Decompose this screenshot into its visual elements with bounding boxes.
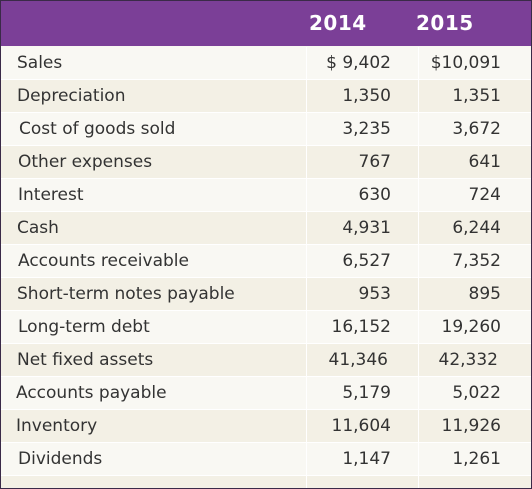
- row-label: Other expenses: [18, 152, 153, 172]
- row-label: Cost of goods sold: [19, 119, 176, 139]
- column-divider: [306, 179, 307, 211]
- column-divider: [306, 245, 307, 277]
- table-row: Accounts payable 5,179 5,022: [1, 377, 531, 410]
- table-row: Cash 4,931 6,244: [1, 212, 531, 245]
- row-label: Depreciation: [17, 86, 126, 106]
- column-divider: [418, 80, 419, 112]
- value-2015: 641: [468, 152, 501, 172]
- row-label: Sales: [17, 53, 63, 73]
- row-label: Inventory: [16, 416, 98, 436]
- table-row: Net fixed assets 41,346 42,332: [1, 344, 531, 377]
- table-row: Cost of goods sold 3,235 3,672: [1, 113, 531, 146]
- value-2014: 630: [358, 185, 391, 205]
- column-divider: [306, 476, 307, 488]
- column-divider: [418, 410, 419, 442]
- value-2015: 724: [468, 185, 501, 205]
- table-footer-band: [1, 476, 531, 488]
- value-2015: 19,260: [441, 317, 501, 337]
- row-label: Interest: [18, 185, 84, 205]
- value-2015: 6,244: [452, 218, 501, 238]
- table-row: Sales $ 9,402 $10,091: [1, 47, 531, 80]
- column-divider: [306, 47, 307, 79]
- value-2015: 11,926: [441, 416, 501, 436]
- value-2014: $ 9,402: [326, 53, 391, 73]
- value-2014: 11,604: [331, 416, 391, 436]
- value-2014: 5,179: [342, 383, 391, 403]
- table-header: 2014 2015: [1, 1, 531, 46]
- value-2014: 4,931: [342, 218, 391, 238]
- column-divider: [418, 443, 419, 475]
- column-divider: [418, 47, 419, 79]
- column-divider: [306, 410, 307, 442]
- value-2014: 767: [358, 152, 391, 172]
- column-divider: [306, 377, 307, 409]
- column-divider: [306, 311, 307, 343]
- row-label: Short-term notes payable: [17, 284, 235, 304]
- value-2015: 42,332: [438, 350, 498, 370]
- value-2014: 1,147: [342, 449, 391, 469]
- value-2015: 1,261: [452, 449, 501, 469]
- column-divider: [418, 311, 419, 343]
- table-row: Dividends 1,147 1,261: [1, 443, 531, 476]
- row-label: Accounts receivable: [18, 251, 189, 271]
- column-divider: [306, 80, 307, 112]
- column-divider: [418, 179, 419, 211]
- row-label: Long-term debt: [18, 317, 150, 337]
- row-label: Dividends: [18, 449, 103, 469]
- row-label: Net fixed assets: [17, 350, 154, 370]
- value-2015: 3,672: [452, 119, 501, 139]
- column-divider: [418, 146, 419, 178]
- column-divider: [306, 212, 307, 244]
- table-row: Interest 630 724: [1, 179, 531, 212]
- column-divider: [306, 278, 307, 310]
- row-label: Accounts payable: [16, 383, 167, 403]
- table-row: Long-term debt 16,152 19,260: [1, 311, 531, 344]
- value-2014: 41,346: [328, 350, 388, 370]
- column-divider: [306, 146, 307, 178]
- table-row: Depreciation 1,350 1,351: [1, 80, 531, 113]
- value-2014: 1,350: [342, 86, 391, 106]
- column-divider: [418, 212, 419, 244]
- table-row: Other expenses 767 641: [1, 146, 531, 179]
- value-2015: 895: [468, 284, 501, 304]
- row-label: Cash: [17, 218, 59, 238]
- value-2015: 5,022: [452, 383, 501, 403]
- value-2015: 7,352: [452, 251, 501, 271]
- value-2014: 6,527: [342, 251, 391, 271]
- column-divider: [306, 443, 307, 475]
- column-divider: [418, 344, 419, 376]
- value-2014: 16,152: [331, 317, 391, 337]
- column-divider: [418, 113, 419, 145]
- table-body: Sales $ 9,402 $10,091 Depreciation 1,350…: [1, 47, 531, 476]
- column-divider: [306, 113, 307, 145]
- header-year-2015: 2015: [416, 11, 474, 35]
- table-row: Short-term notes payable 953 895: [1, 278, 531, 311]
- column-divider: [418, 278, 419, 310]
- value-2015: 1,351: [452, 86, 501, 106]
- column-divider: [418, 245, 419, 277]
- value-2014: 953: [358, 284, 391, 304]
- value-2014: 3,235: [342, 119, 391, 139]
- table-row: Inventory 11,604 11,926: [1, 410, 531, 443]
- column-divider: [306, 344, 307, 376]
- table-row: Accounts receivable 6,527 7,352: [1, 245, 531, 278]
- column-divider: [418, 377, 419, 409]
- column-divider: [418, 476, 419, 488]
- header-year-2014: 2014: [309, 11, 367, 35]
- value-2015: $10,091: [430, 53, 501, 73]
